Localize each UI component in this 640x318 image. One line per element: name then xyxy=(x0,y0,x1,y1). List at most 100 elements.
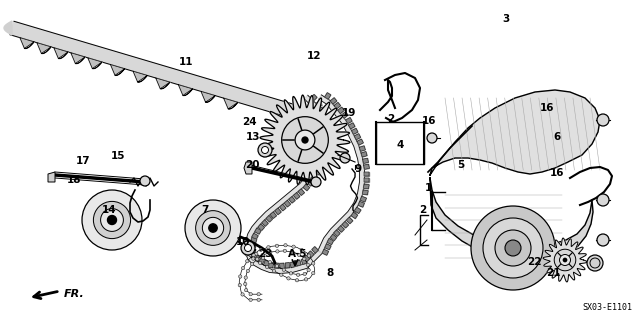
Circle shape xyxy=(202,218,223,238)
Polygon shape xyxy=(246,95,323,252)
Circle shape xyxy=(93,201,131,238)
Text: 18: 18 xyxy=(67,175,81,185)
Circle shape xyxy=(340,153,350,163)
Polygon shape xyxy=(330,234,337,241)
Text: 24: 24 xyxy=(243,117,257,128)
Polygon shape xyxy=(264,260,269,266)
Text: 10: 10 xyxy=(236,237,250,247)
Circle shape xyxy=(307,268,310,272)
Polygon shape xyxy=(346,217,353,224)
Circle shape xyxy=(250,262,253,266)
Text: 22: 22 xyxy=(527,257,541,267)
Text: 1: 1 xyxy=(425,183,433,193)
Polygon shape xyxy=(280,204,286,211)
Text: 17: 17 xyxy=(76,156,90,166)
Polygon shape xyxy=(250,243,255,247)
Circle shape xyxy=(287,277,290,280)
Polygon shape xyxy=(351,212,358,218)
Text: 8: 8 xyxy=(326,268,333,279)
Circle shape xyxy=(244,276,248,279)
Circle shape xyxy=(427,133,437,143)
Circle shape xyxy=(282,117,328,163)
Circle shape xyxy=(259,261,262,265)
Polygon shape xyxy=(223,98,238,109)
Polygon shape xyxy=(54,48,68,59)
Polygon shape xyxy=(156,78,170,89)
Polygon shape xyxy=(322,126,328,131)
Circle shape xyxy=(296,273,300,276)
Text: 12: 12 xyxy=(307,51,321,61)
Circle shape xyxy=(505,240,521,256)
Circle shape xyxy=(291,251,294,254)
Polygon shape xyxy=(88,58,102,69)
Polygon shape xyxy=(333,230,340,237)
Circle shape xyxy=(275,265,278,268)
Circle shape xyxy=(275,244,278,247)
Circle shape xyxy=(587,255,603,271)
Bar xyxy=(376,122,424,164)
Polygon shape xyxy=(324,244,331,250)
Polygon shape xyxy=(430,178,593,265)
Polygon shape xyxy=(254,255,261,262)
Polygon shape xyxy=(246,250,322,273)
Text: 19: 19 xyxy=(342,108,356,118)
Circle shape xyxy=(248,248,251,251)
Circle shape xyxy=(108,216,116,225)
Circle shape xyxy=(249,293,252,296)
Polygon shape xyxy=(365,171,369,176)
Circle shape xyxy=(312,262,315,265)
Circle shape xyxy=(244,282,247,286)
Polygon shape xyxy=(362,190,368,195)
Polygon shape xyxy=(307,251,314,258)
Polygon shape xyxy=(342,112,348,118)
Text: 7: 7 xyxy=(201,205,209,215)
Circle shape xyxy=(209,224,217,232)
Circle shape xyxy=(258,143,272,157)
Polygon shape xyxy=(37,43,51,53)
Text: 6: 6 xyxy=(553,132,561,142)
Circle shape xyxy=(305,278,308,281)
Circle shape xyxy=(269,251,272,254)
Polygon shape xyxy=(255,228,261,234)
Text: 3: 3 xyxy=(502,14,509,24)
Text: FR.: FR. xyxy=(64,289,84,299)
Polygon shape xyxy=(20,38,34,49)
Circle shape xyxy=(241,293,244,296)
Text: 16: 16 xyxy=(540,103,554,113)
Polygon shape xyxy=(201,91,215,102)
Circle shape xyxy=(100,209,124,232)
Circle shape xyxy=(257,298,260,301)
Circle shape xyxy=(307,254,310,257)
Polygon shape xyxy=(275,208,281,215)
Polygon shape xyxy=(359,146,365,151)
Circle shape xyxy=(244,245,252,252)
Polygon shape xyxy=(321,157,326,162)
Circle shape xyxy=(311,177,321,187)
Polygon shape xyxy=(319,113,326,119)
Polygon shape xyxy=(258,224,264,231)
Polygon shape xyxy=(358,201,364,207)
Circle shape xyxy=(241,241,255,255)
Circle shape xyxy=(312,272,315,275)
Polygon shape xyxy=(364,184,369,189)
Circle shape xyxy=(471,206,555,290)
Polygon shape xyxy=(349,123,355,129)
Polygon shape xyxy=(317,107,324,113)
Circle shape xyxy=(239,275,242,278)
Circle shape xyxy=(262,147,269,154)
Circle shape xyxy=(82,190,142,250)
Polygon shape xyxy=(307,180,314,186)
Polygon shape xyxy=(346,118,352,124)
Polygon shape xyxy=(316,101,322,107)
Polygon shape xyxy=(262,220,268,226)
Polygon shape xyxy=(312,247,318,253)
Polygon shape xyxy=(322,249,328,255)
Circle shape xyxy=(282,268,285,272)
Polygon shape xyxy=(361,152,367,157)
Text: 14: 14 xyxy=(102,205,116,215)
Circle shape xyxy=(590,258,600,268)
Circle shape xyxy=(280,273,283,276)
Polygon shape xyxy=(301,258,307,264)
Polygon shape xyxy=(4,21,12,35)
Polygon shape xyxy=(321,151,326,156)
